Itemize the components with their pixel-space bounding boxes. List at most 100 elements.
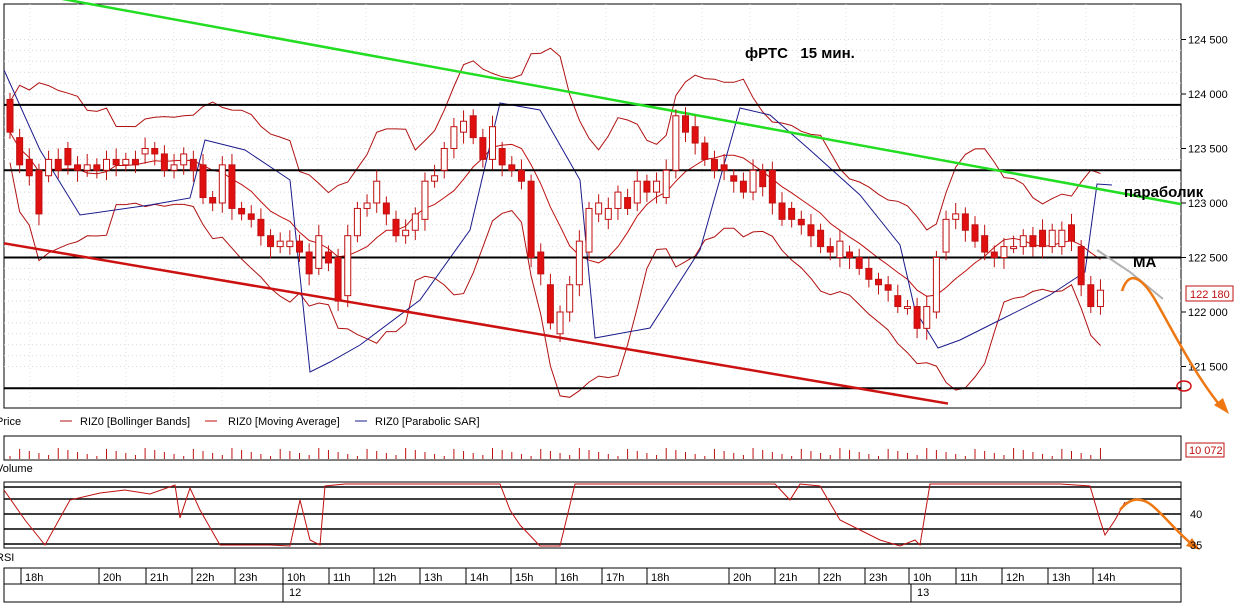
day-label-12: 12 xyxy=(289,587,301,599)
hour-label: 23h xyxy=(239,572,257,584)
volume-badge xyxy=(1185,442,1225,458)
resistance-trendline xyxy=(61,0,1182,206)
candle-body xyxy=(672,115,680,171)
ma-annotation: MA xyxy=(1133,254,1156,271)
bollinger-lower-band xyxy=(9,162,1101,398)
candle-body xyxy=(643,180,651,193)
candle-body xyxy=(170,164,178,171)
hour-label: 10h xyxy=(913,572,931,584)
rsi-forecast-arrow xyxy=(1119,498,1194,546)
candle-body xyxy=(421,180,429,220)
candle-body xyxy=(411,213,419,231)
candle-body xyxy=(103,158,110,171)
candle-body xyxy=(701,142,709,160)
candle-body xyxy=(826,246,834,253)
candle-body xyxy=(614,191,622,209)
candle-body xyxy=(25,158,33,177)
candle-body xyxy=(875,278,882,286)
candle-body xyxy=(141,148,149,155)
candle-body xyxy=(64,148,72,166)
target-circle xyxy=(1176,380,1192,392)
candle-body xyxy=(460,120,468,133)
candle-body xyxy=(682,115,689,133)
candle-body xyxy=(923,306,931,329)
candle-body xyxy=(768,169,776,204)
hour-label: 11h xyxy=(960,572,978,584)
candle-body xyxy=(807,224,815,237)
candle-body xyxy=(1077,246,1085,286)
ma-extension-line xyxy=(1096,249,1164,300)
candle-body xyxy=(1000,246,1008,259)
candle-body xyxy=(1010,246,1018,250)
hour-label: 23h xyxy=(869,572,887,584)
price-tick-label: 121 500 xyxy=(1188,362,1228,374)
candle-body xyxy=(1039,229,1047,248)
volume-bars xyxy=(9,448,1101,459)
hour-label: 13h xyxy=(424,572,442,584)
candle-body xyxy=(971,224,979,242)
candle-body xyxy=(855,257,863,269)
rsi-line xyxy=(3,483,1126,547)
candle-body xyxy=(324,251,332,264)
candle-body xyxy=(981,235,989,253)
candle-body xyxy=(566,284,574,313)
price-panel xyxy=(3,3,1182,409)
candle-body xyxy=(238,207,246,215)
candle-body xyxy=(836,240,844,258)
candle-body xyxy=(151,148,159,155)
candle-body xyxy=(942,218,950,253)
hour-label: 14h xyxy=(470,572,488,584)
price-tick-label: 124 500 xyxy=(1188,35,1228,47)
chart-title: фРТС 15 мин. xyxy=(745,45,855,62)
candle-body xyxy=(498,148,506,166)
candle-body xyxy=(334,257,342,302)
last-price-badge xyxy=(1185,285,1234,302)
price-axis: 124 500 124 000 123 500 123 000 122 500 122 0… xyxy=(1181,35,1228,374)
candle-body xyxy=(527,180,535,258)
legend-sar: RIZ0 [Parabolic SAR] xyxy=(375,416,480,428)
candle-body xyxy=(797,218,805,226)
candle-body xyxy=(6,98,14,133)
volume-label: Volume xyxy=(0,463,33,475)
time-axis xyxy=(3,567,1182,603)
rsi-label: RSI xyxy=(0,552,14,564)
candle-body xyxy=(537,251,545,275)
candle-body xyxy=(575,240,583,286)
candle-body xyxy=(469,115,477,139)
candle-body xyxy=(894,295,902,308)
candle-body xyxy=(431,175,439,182)
candle-body xyxy=(392,218,400,237)
candle-body xyxy=(1068,224,1075,242)
day-label-13: 13 xyxy=(917,587,929,599)
hour-label: 22h xyxy=(196,572,214,584)
candle-body xyxy=(662,169,670,199)
candle-body xyxy=(710,158,718,171)
candle-body xyxy=(691,126,699,144)
hour-label: 11h xyxy=(333,572,351,584)
candle-body xyxy=(489,126,496,160)
candle-body xyxy=(1096,289,1104,308)
candle-body xyxy=(653,180,661,193)
candle-body xyxy=(440,148,448,171)
candle-body xyxy=(54,158,62,171)
candle-body xyxy=(846,251,854,259)
support-trendline xyxy=(3,242,949,405)
rsi-forecast-arrowhead xyxy=(1186,538,1200,550)
candle-body xyxy=(739,180,747,193)
candle-body xyxy=(247,213,255,220)
candle-body xyxy=(402,229,410,237)
candle-body xyxy=(45,158,53,177)
candle-body xyxy=(961,213,969,231)
candle-body xyxy=(749,169,757,193)
candle-body xyxy=(209,197,217,204)
hour-label: 12h xyxy=(1006,572,1024,584)
candle-body xyxy=(93,164,101,171)
candle-body xyxy=(624,197,632,209)
candle-body xyxy=(296,240,303,253)
candle-body xyxy=(218,164,226,204)
candle-body xyxy=(257,218,265,237)
candle-body xyxy=(633,180,641,204)
candle-body xyxy=(720,164,728,171)
volume-last-label: 10 072 xyxy=(1189,445,1223,457)
